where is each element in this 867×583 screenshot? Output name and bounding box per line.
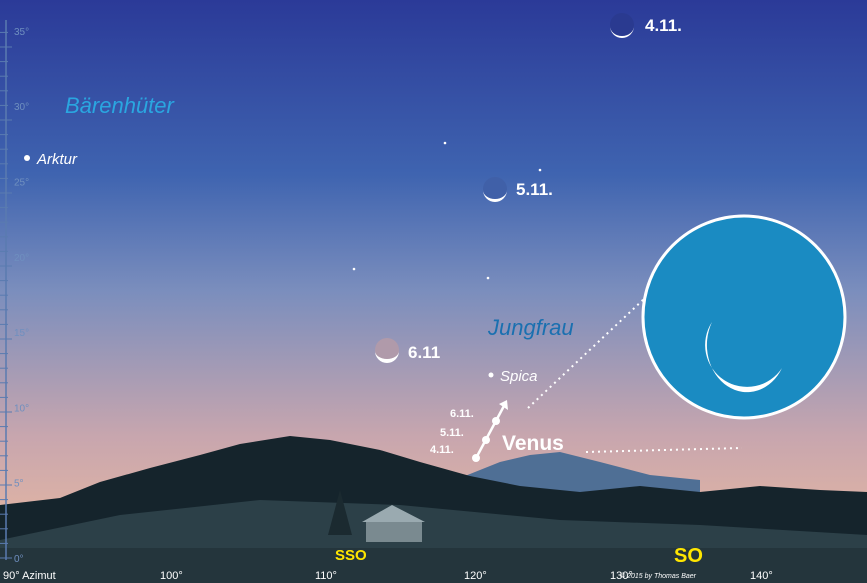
venus-date: 4.11. [430,444,454,456]
farmhouse [362,505,425,542]
direction-label: SSO [335,547,367,564]
altitude-label: 20° [14,253,29,264]
altitude-label: 35° [14,27,29,38]
altitude-label: 0° [14,554,24,565]
azimuth-label: 120° [464,570,487,582]
constellation-label: Jungfrau [487,315,574,340]
altitude-label: 5° [14,479,24,490]
moon-date: 6.11 [408,343,440,362]
venus-track [472,400,508,462]
moon [610,13,634,38]
altitude-label: 30° [14,102,29,113]
moon [483,177,507,202]
azimuth-label: 140° [750,570,773,582]
direction-label: SO [674,545,703,567]
copyright: © 2015 by Thomas Baer [620,572,697,580]
zoom-lines [527,281,743,453]
venus-date: 6.11. [450,408,474,420]
altitude-axis [0,20,12,560]
tree [328,490,352,535]
faint-stars [352,141,542,280]
constellation-label: Bärenhüter [65,93,176,118]
azimuth-label: 110° [315,570,337,582]
altitude-label: 10° [14,403,29,414]
planet-label: Venus [502,432,564,455]
azimuth-label: 90° Azimut [3,570,56,582]
moon-date: 5.11. [516,180,553,199]
azimuth-label: 100° [160,570,183,582]
altitude-label: 15° [14,328,29,339]
star [24,155,30,161]
moon [375,338,399,363]
azimuth-label: 130° [610,570,633,582]
moon-date: 4.11. [645,16,682,35]
star-label: Arktur [36,151,78,168]
zoom-circle [641,214,847,420]
altitude-label: 25° [14,178,29,189]
star-label: Spica [500,368,538,385]
venus-date: 5.11. [440,427,464,439]
star [488,372,494,378]
ground [0,548,867,583]
